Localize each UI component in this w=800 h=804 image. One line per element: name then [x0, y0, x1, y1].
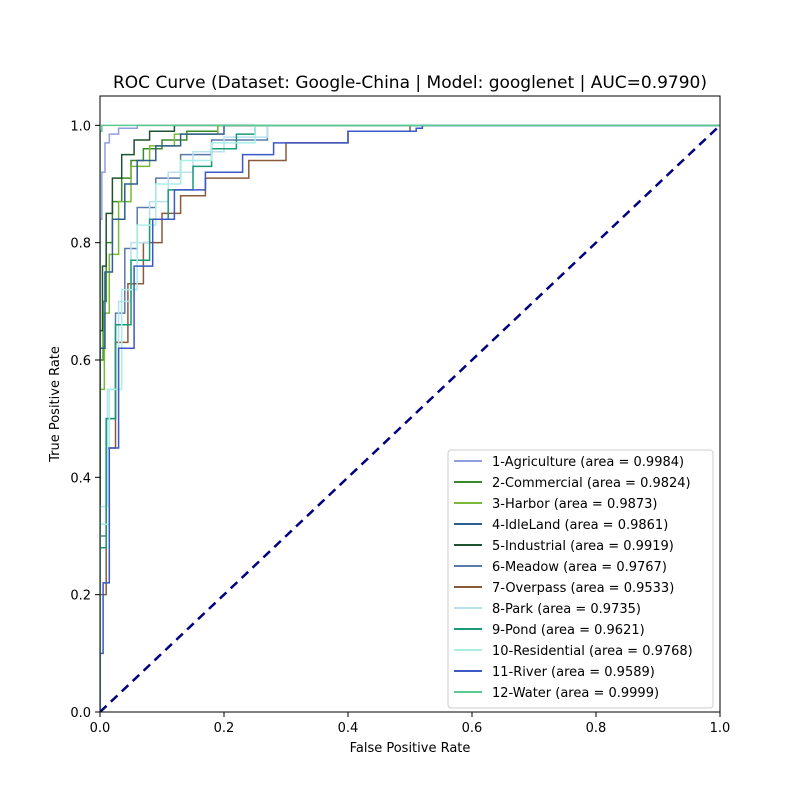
plot-area: [100, 124, 720, 712]
roc-curve-series-1: [100, 124, 720, 712]
plot-frame: [99, 95, 721, 713]
legend-entry-label: 2-Commercial (area = 0.9824): [492, 476, 691, 491]
legend-entry-label: 7-Overpass (area = 0.9533): [492, 581, 674, 596]
legend: 1-Agriculture (area = 0.9984) 2-Commercia…: [447, 449, 714, 709]
legend-entry-label: 3-Harbor (area = 0.9873): [492, 497, 658, 512]
y-tick-label: 0.2: [70, 589, 91, 604]
roc-curve-series-8: [100, 124, 720, 712]
x-tick-label: 0.6: [462, 721, 483, 736]
legend-entry-label: 10-Residential (area = 0.9768): [492, 644, 693, 659]
y-tick-label: 0.8: [70, 237, 91, 252]
y-tick-label: 0.6: [70, 354, 91, 369]
x-tick-label: 0.0: [90, 721, 111, 736]
legend-entry-label: 4-IdleLand (area = 0.9861): [492, 518, 668, 533]
roc-curve-series-4: [100, 124, 720, 712]
y-tick-label: 1.0: [70, 119, 91, 134]
roc-curve-series-11: [100, 124, 720, 712]
legend-entry-label: 9-Pond (area = 0.9621): [492, 623, 645, 638]
legend-entry-label: 5-Industrial (area = 0.9919): [492, 539, 674, 554]
y-axis: 0.0 0.2 0.4 0.6 0.8 1.0: [70, 119, 100, 721]
x-tick-label: 0.4: [338, 721, 359, 736]
x-tick-label: 0.2: [214, 721, 235, 736]
roc-curve-series-5: [100, 124, 720, 712]
legend-box: [447, 449, 714, 709]
legend-entry-label: 6-Meadow (area = 0.9767): [492, 560, 667, 575]
x-axis: 0.0 0.2 0.4 0.6 0.8 1.0: [90, 712, 731, 736]
legend-entry-label: 1-Agriculture (area = 0.9984): [492, 455, 684, 470]
x-tick-label: 1.0: [710, 721, 731, 736]
roc-curve-series-12: [100, 124, 720, 712]
roc-curve-series-10: [100, 124, 720, 712]
y-axis-label: True Positive Rate: [48, 346, 63, 463]
legend-entry-label: 12-Water (area = 0.9999): [492, 686, 659, 701]
y-tick-label: 0.0: [70, 706, 91, 721]
legend-entry-label: 8-Park (area = 0.9735): [492, 602, 641, 617]
chance-reference-line: [100, 124, 720, 712]
x-axis-label: False Positive Rate: [350, 741, 471, 756]
chart-title: ROC Curve (Dataset: Google-China | Model…: [113, 73, 707, 93]
x-tick-label: 0.8: [586, 721, 607, 736]
y-tick-label: 0.4: [70, 471, 91, 486]
legend-entry-label: 11-River (area = 0.9589): [492, 665, 655, 680]
